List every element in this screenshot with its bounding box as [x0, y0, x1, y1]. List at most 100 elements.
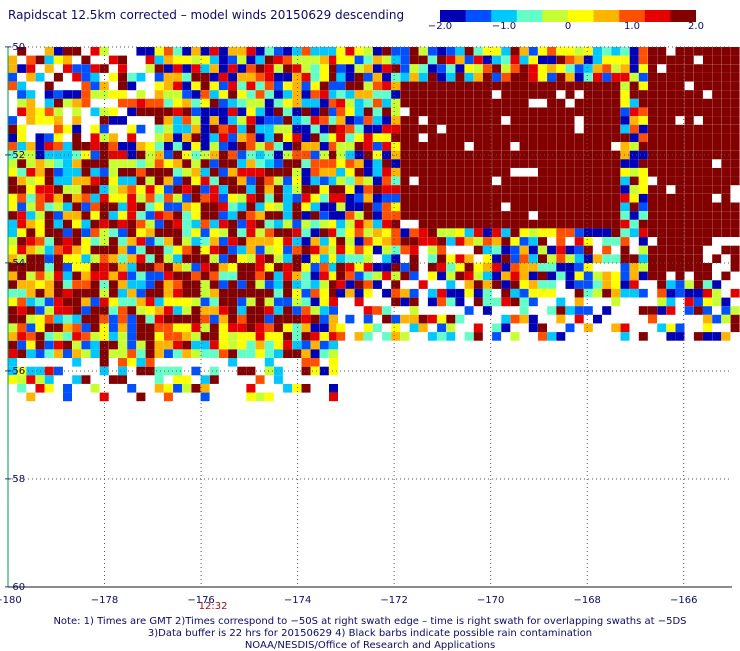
heatmap-cell: [648, 133, 657, 142]
heatmap-cell: [528, 107, 538, 117]
heatmap-cell: [354, 159, 364, 168]
heatmap-cell: [703, 271, 712, 281]
x-tick-label: −172: [380, 595, 407, 606]
heatmap-cell: [648, 185, 657, 194]
heatmap-cell: [99, 340, 109, 350]
heatmap-cell: [556, 237, 566, 246]
heatmap-cell: [310, 159, 320, 168]
heatmap-cell: [354, 280, 364, 289]
heatmap-cell: [382, 271, 392, 281]
heatmap-cell: [218, 176, 228, 186]
heatmap-cell: [620, 64, 630, 73]
heatmap-cell: [354, 107, 364, 117]
heatmap-cell: [246, 168, 256, 177]
heatmap-cell: [163, 64, 173, 73]
heatmap-cell: [730, 323, 740, 333]
heatmap-cell: [684, 280, 694, 289]
heatmap-cell: [209, 116, 219, 125]
heatmap-cell: [648, 159, 657, 168]
heatmap-cell: [721, 228, 731, 237]
heatmap-cell: [283, 263, 293, 272]
heatmap-cell: [53, 176, 63, 186]
heatmap-cell: [611, 176, 621, 186]
heatmap-cell: [391, 202, 401, 212]
heatmap-cell: [63, 349, 72, 358]
heatmap-cell: [629, 90, 639, 99]
heatmap-cell: [437, 90, 447, 99]
heatmap-cell: [191, 107, 201, 117]
heatmap-cell: [693, 107, 703, 117]
heatmap-cell: [666, 116, 676, 125]
heatmap-cell: [565, 55, 575, 65]
heatmap-cell: [602, 193, 612, 203]
heatmap-cell: [482, 107, 492, 117]
heatmap-cell: [391, 245, 401, 255]
heatmap-cell: [482, 176, 492, 186]
heatmap-cell: [8, 55, 17, 65]
heatmap-cell: [446, 332, 456, 341]
heatmap-cell: [712, 332, 722, 341]
heatmap-cell: [574, 98, 584, 108]
heatmap-cell: [72, 323, 82, 333]
x-tick-label: −170: [477, 595, 504, 606]
heatmap-cell: [108, 107, 118, 117]
heatmap-cell: [409, 202, 419, 212]
heatmap-cell: [255, 237, 265, 246]
heatmap-cell: [182, 142, 192, 151]
heatmap-cell: [145, 237, 155, 246]
heatmap-cell: [81, 81, 91, 91]
heatmap-cell: [191, 176, 201, 186]
heatmap-cell: [17, 280, 27, 289]
heatmap-cell: [482, 116, 492, 125]
heatmap-cell: [684, 254, 694, 263]
heatmap-cell: [228, 116, 238, 125]
heatmap-cell: [574, 81, 584, 91]
heatmap-cell: [182, 254, 192, 263]
heatmap-cell: [301, 90, 311, 99]
heatmap-cell: [657, 219, 667, 229]
heatmap-cell: [99, 133, 109, 142]
heatmap-cell: [611, 124, 621, 134]
heatmap-cell: [319, 297, 329, 307]
heatmap-cell: [17, 349, 27, 358]
heatmap-cell: [703, 211, 712, 220]
heatmap-cell: [418, 202, 428, 212]
heatmap-cell: [8, 81, 17, 91]
heatmap-cell: [44, 176, 54, 186]
heatmap-cell: [730, 306, 740, 315]
heatmap-cell: [712, 142, 722, 151]
heatmap-cell: [17, 168, 27, 177]
heatmap-cell: [53, 366, 63, 376]
heatmap-cell: [246, 297, 256, 307]
heatmap-cell: [273, 332, 283, 341]
heatmap-cell: [629, 176, 639, 186]
heatmap-cell: [209, 55, 219, 65]
heatmap-cell: [209, 211, 219, 220]
heatmap-cell: [26, 55, 36, 65]
heatmap-cell: [72, 349, 82, 358]
heatmap-cell: [301, 81, 311, 91]
heatmap-cell: [482, 219, 492, 229]
heatmap-cell: [255, 193, 265, 203]
heatmap-cell: [528, 47, 538, 56]
heatmap-cell: [72, 375, 82, 384]
heatmap-cell: [684, 72, 694, 82]
heatmap-cell: [703, 288, 712, 298]
heatmap-cell: [310, 72, 320, 82]
heatmap-cell: [173, 168, 183, 177]
heatmap-cell: [200, 323, 210, 333]
heatmap-cell: [108, 375, 118, 384]
heatmap-cell: [255, 90, 265, 99]
heatmap-cell: [602, 176, 612, 186]
heatmap-cell: [712, 55, 722, 65]
heatmap-cell: [482, 159, 492, 168]
heatmap-cell: [345, 245, 355, 255]
heatmap-cell: [90, 211, 100, 220]
heatmap-cell: [246, 142, 256, 151]
heatmap-cell: [638, 254, 648, 263]
heatmap-cell: [400, 159, 410, 168]
heatmap-cell: [90, 168, 100, 177]
heatmap-cell: [372, 306, 382, 315]
heatmap-cell: [638, 55, 648, 65]
heatmap-cell: [319, 263, 329, 272]
